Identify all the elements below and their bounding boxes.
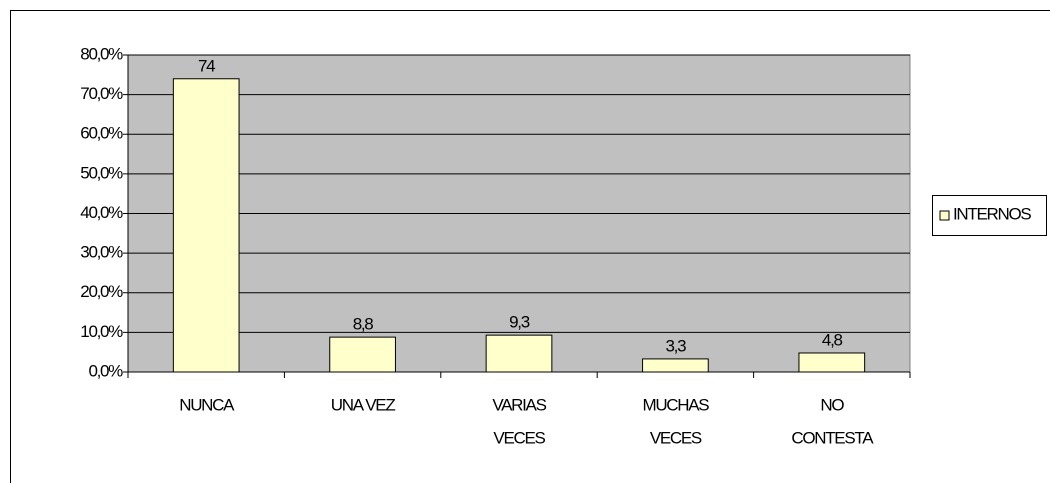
y-tick-label: 0,0% bbox=[88, 361, 123, 380]
legend-box bbox=[932, 195, 1047, 236]
y-tick-label: 70,0% bbox=[80, 84, 123, 103]
bar bbox=[172, 78, 240, 373]
x-tick-label: UNA VEZ bbox=[331, 395, 396, 414]
data-label: 4,8 bbox=[822, 330, 843, 349]
data-label: 74 bbox=[198, 56, 215, 75]
x-tick-label: NO bbox=[820, 395, 844, 414]
bar bbox=[798, 352, 866, 373]
legend-swatch bbox=[939, 210, 950, 221]
y-tick-label: 60,0% bbox=[80, 124, 123, 143]
y-tick-label: 50,0% bbox=[80, 163, 123, 182]
data-label: 3,3 bbox=[666, 336, 687, 355]
x-tick-label: VECES bbox=[493, 428, 545, 447]
bar bbox=[485, 334, 553, 373]
legend-label: INTERNOS bbox=[953, 204, 1031, 223]
x-tick-label: VARIAS bbox=[492, 395, 546, 414]
data-label: 8,8 bbox=[353, 315, 374, 334]
bar bbox=[642, 358, 709, 373]
x-tick-label: CONTESTA bbox=[791, 428, 874, 447]
y-tick-label: 10,0% bbox=[80, 322, 123, 341]
y-tick-label: 40,0% bbox=[80, 203, 123, 222]
x-tick-label: VECES bbox=[650, 428, 702, 447]
data-label: 9,3 bbox=[509, 313, 530, 332]
y-tick-label: 30,0% bbox=[80, 243, 123, 262]
y-tick-label: 20,0% bbox=[80, 282, 123, 301]
bar bbox=[329, 336, 396, 373]
x-tick-label: NUNCA bbox=[179, 395, 235, 414]
y-tick-label: 80,0% bbox=[80, 44, 123, 63]
x-tick-label: MUCHAS bbox=[642, 395, 709, 414]
